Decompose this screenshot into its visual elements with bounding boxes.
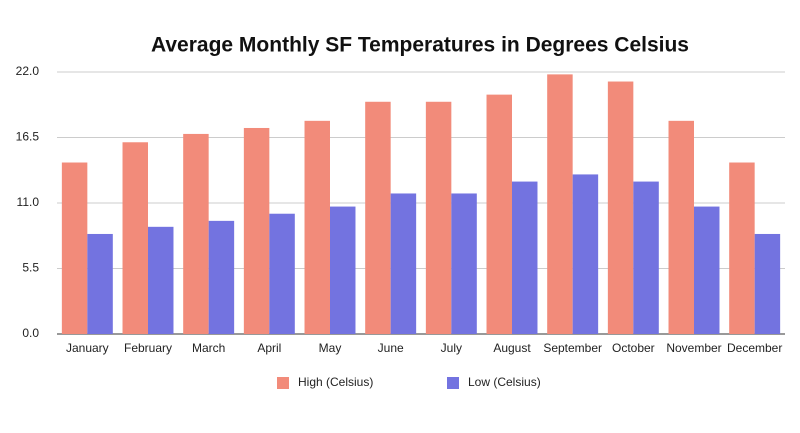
x-tick-label: May xyxy=(319,341,342,355)
bar xyxy=(365,101,391,334)
x-tick-label: March xyxy=(192,341,225,355)
x-tick-label: November xyxy=(666,341,721,355)
legend-label: Low (Celsius) xyxy=(468,375,541,389)
y-tick-label: 0.0 xyxy=(22,326,39,340)
chart-title: Average Monthly SF Temperatures in Degre… xyxy=(151,34,689,57)
bar xyxy=(425,101,452,334)
bar xyxy=(87,233,113,334)
x-tick-label: February xyxy=(124,341,172,355)
bar xyxy=(183,133,209,334)
x-tick-label: April xyxy=(257,341,281,355)
legend-swatch xyxy=(277,377,289,389)
bar xyxy=(330,206,356,334)
bar xyxy=(451,193,477,334)
bar xyxy=(607,81,634,334)
x-tick-label: August xyxy=(493,341,531,355)
bar xyxy=(633,181,659,334)
bar xyxy=(547,74,573,334)
y-tick-label: 16.5 xyxy=(16,130,40,144)
bar xyxy=(61,162,88,334)
legend-swatch xyxy=(447,377,459,389)
x-tick-label: January xyxy=(66,341,109,355)
x-tick-label: September xyxy=(543,341,602,355)
bar xyxy=(572,174,599,334)
bar xyxy=(122,142,148,334)
bar xyxy=(390,193,417,334)
bar xyxy=(304,120,330,334)
bar xyxy=(694,206,720,334)
y-tick-label: 22.0 xyxy=(16,64,40,78)
bar xyxy=(486,94,512,334)
x-tick-label: July xyxy=(441,341,462,355)
x-tick-label: June xyxy=(378,341,404,355)
bar xyxy=(754,233,781,334)
x-tick-label: December xyxy=(727,341,782,355)
bar xyxy=(243,127,270,335)
bar xyxy=(148,226,174,334)
legend-label: High (Celsius) xyxy=(298,375,373,389)
bar xyxy=(668,120,694,334)
bar xyxy=(512,181,538,334)
bar xyxy=(208,220,235,334)
x-tick-label: October xyxy=(612,341,655,355)
y-tick-label: 5.5 xyxy=(22,261,39,275)
y-tick-label: 11.0 xyxy=(17,195,40,209)
bar xyxy=(269,213,295,334)
bar xyxy=(729,162,755,334)
